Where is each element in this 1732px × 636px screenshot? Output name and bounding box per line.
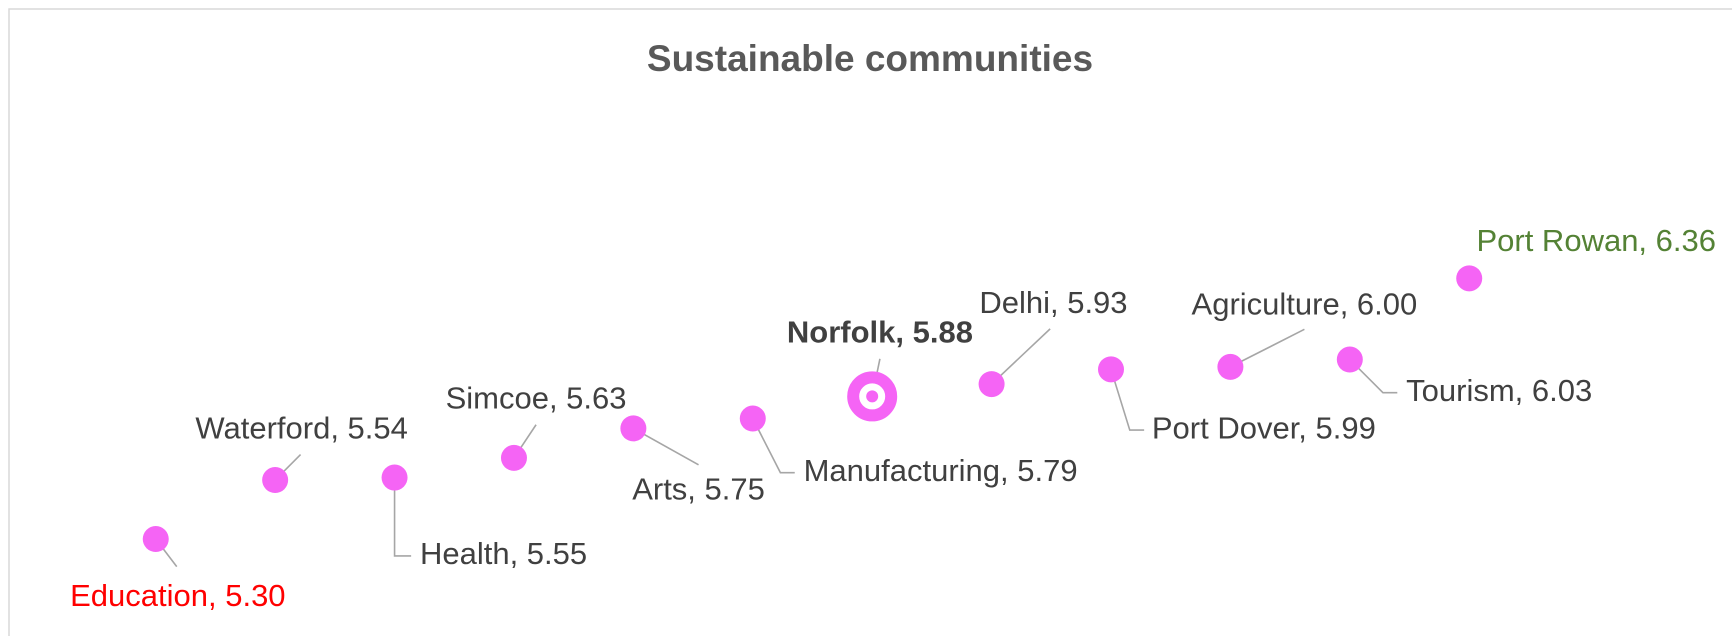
data-label: Waterford, 5.54 [195, 410, 408, 445]
chart-frame [8, 8, 1732, 636]
point [739, 405, 766, 432]
point [500, 444, 527, 471]
data-label: Arts, 5.75 [632, 472, 765, 507]
data-label: Education, 5.30 [70, 578, 285, 613]
data-label: Norfolk, 5.88 [787, 315, 973, 350]
point [620, 415, 647, 442]
point [381, 464, 408, 491]
leader-line [752, 418, 795, 474]
data-label: Tourism, 6.03 [1406, 373, 1592, 408]
data-label: Port Rowan, 6.36 [1476, 223, 1716, 258]
point [978, 371, 1005, 398]
leader-line [1349, 358, 1398, 394]
point [866, 390, 879, 403]
data-label: Health, 5.55 [420, 536, 587, 571]
data-label: Port Dover, 5.99 [1152, 410, 1376, 445]
point [1336, 346, 1363, 373]
leader-line [1110, 369, 1145, 431]
leader-line [991, 328, 1051, 385]
point [1456, 265, 1483, 292]
data-label: Agriculture, 6.00 [1192, 286, 1418, 321]
data-label: Delhi, 5.93 [979, 285, 1127, 320]
point [142, 526, 169, 553]
point [262, 467, 289, 494]
data-label: Manufacturing, 5.79 [804, 453, 1078, 488]
point [1097, 356, 1124, 383]
chart-title: Sustainable communities [647, 38, 1093, 79]
data-label: Simcoe, 5.63 [446, 381, 627, 416]
leader-line [393, 477, 412, 557]
point [1217, 353, 1244, 380]
leader-line [1230, 328, 1305, 368]
